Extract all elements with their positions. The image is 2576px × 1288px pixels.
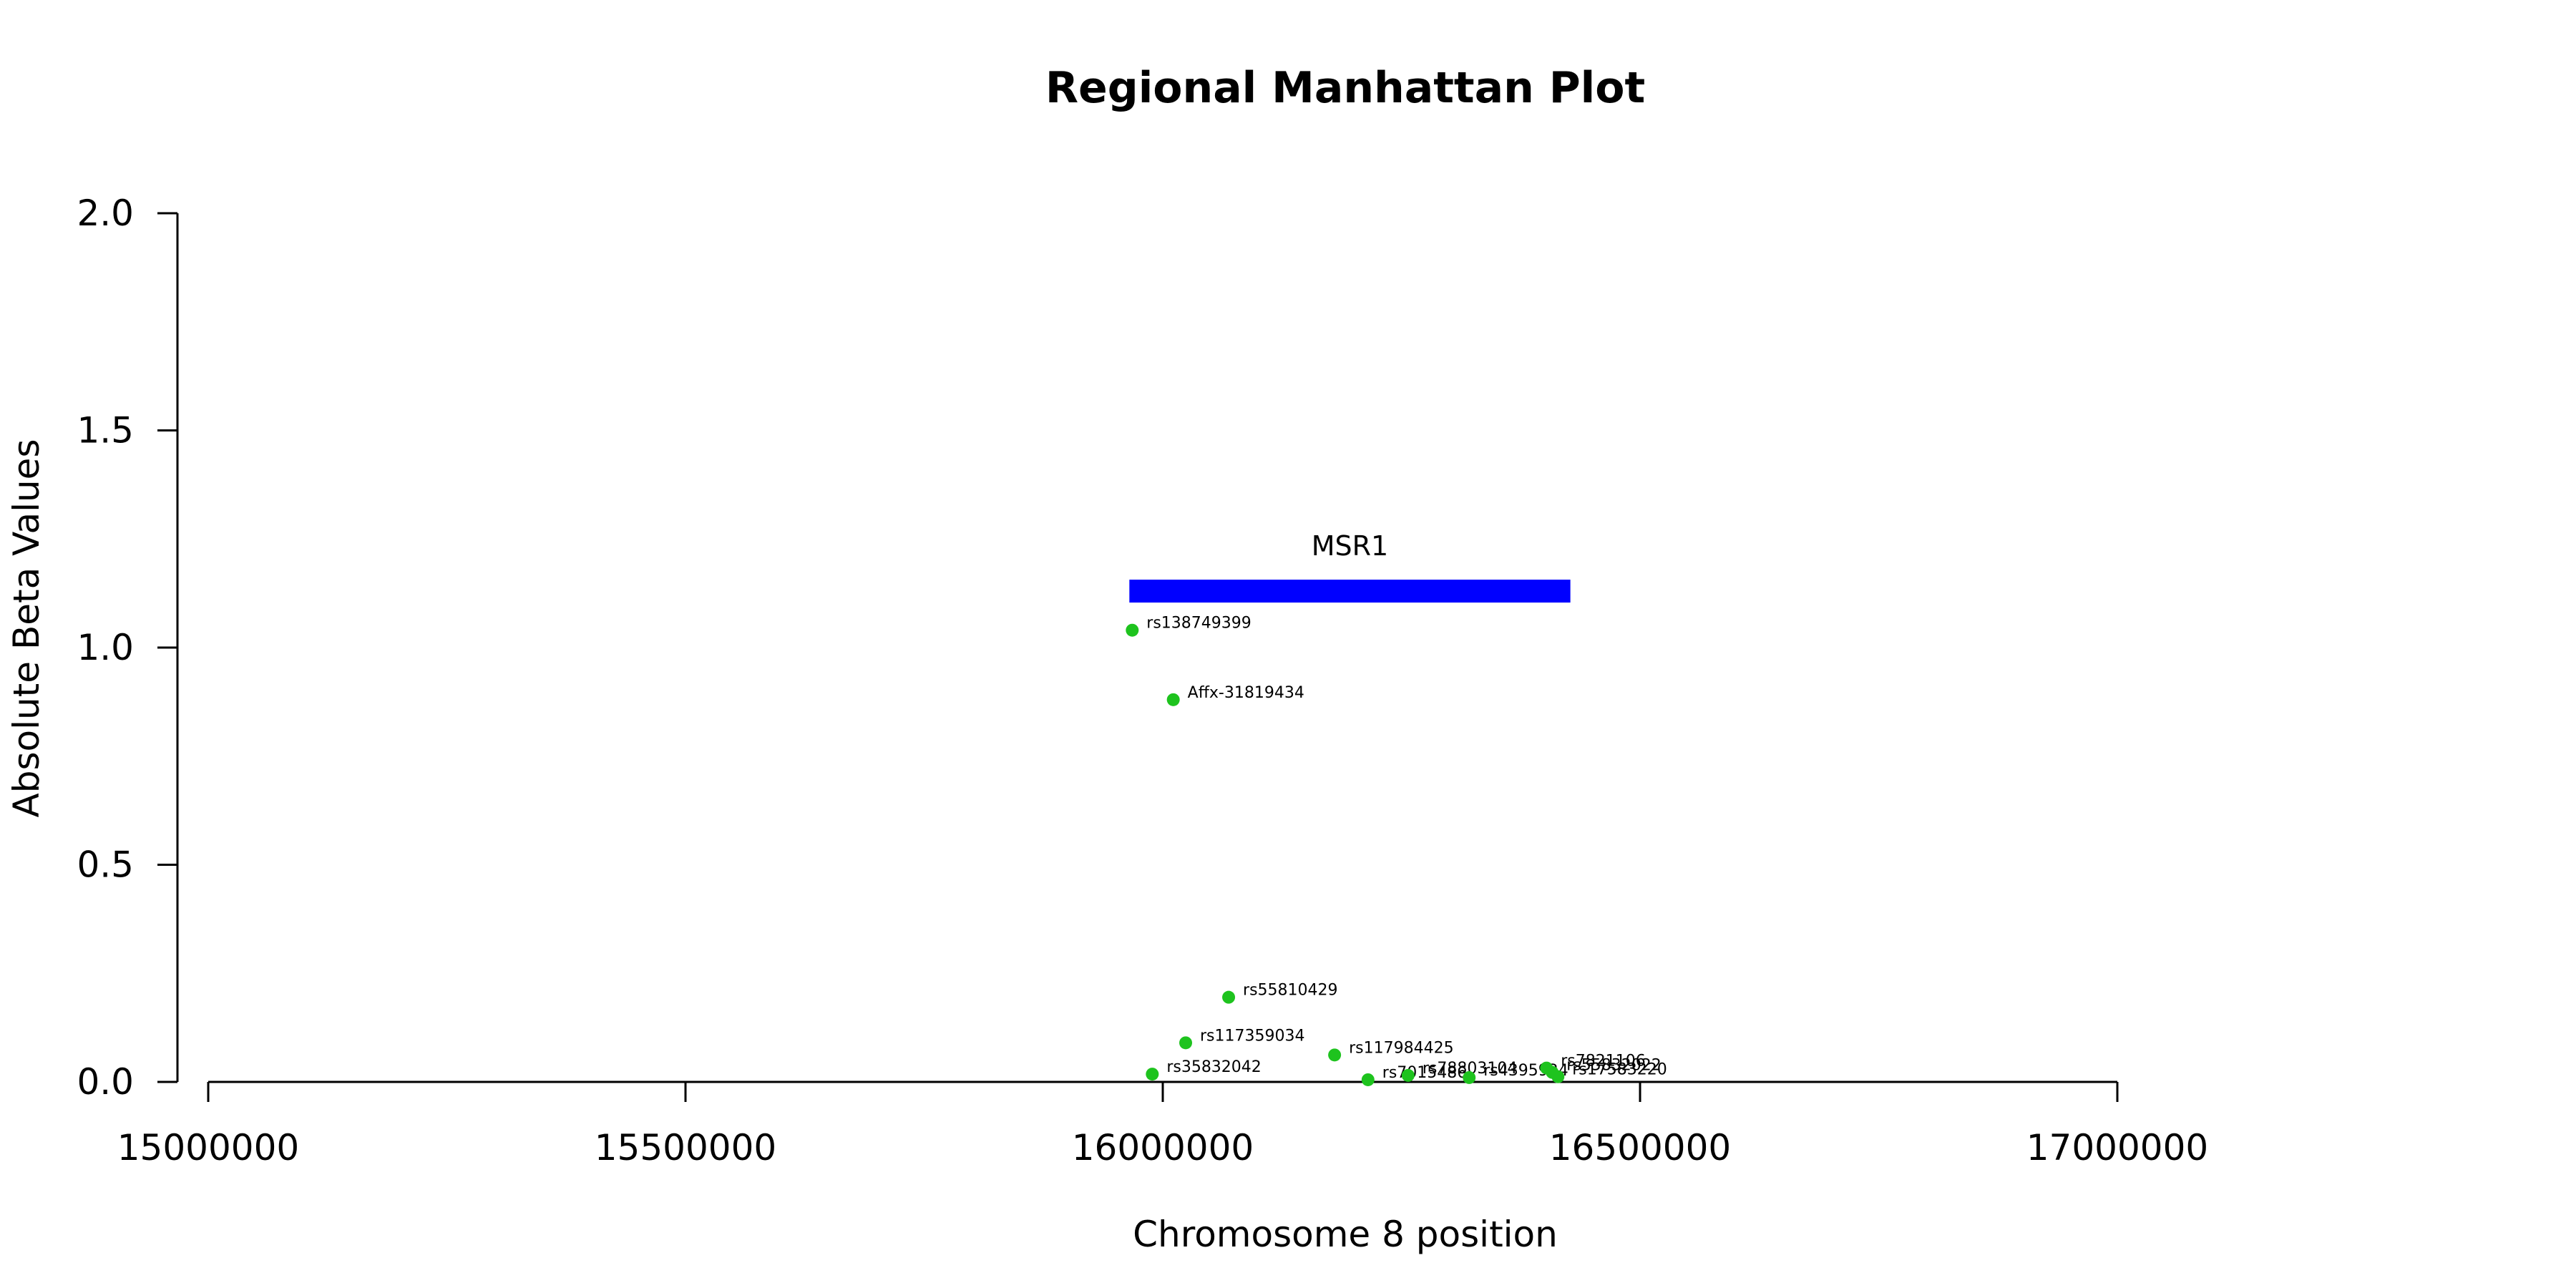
snp-point (1401, 1068, 1415, 1082)
snp-label: rs17583220 (1572, 1061, 1667, 1079)
snp-label: rs7821106 (1561, 1053, 1646, 1070)
snp-point (1551, 1070, 1565, 1083)
gene-label: MSR1 (1312, 530, 1389, 562)
snp-point (1179, 1036, 1193, 1050)
snp-point (1146, 1068, 1159, 1081)
snp-point (1126, 623, 1139, 637)
x-tick-label: 15500000 (595, 1127, 777, 1169)
snp-point (1166, 693, 1180, 706)
x-tick-label: 16000000 (1072, 1127, 1254, 1169)
y-axis-label: Absolute Beta Values (6, 439, 47, 818)
y-tick-label: 2.0 (77, 192, 134, 234)
snp-points: rs138749399 Affx-31819434 rs55810429 rs1173… (1126, 615, 1667, 1086)
snp-label: rs7015486 (1382, 1064, 1468, 1082)
y-tick-label: 1.5 (77, 410, 134, 452)
gene-track: MSR1 (1129, 530, 1571, 603)
snp-label: rs55832022 (1566, 1057, 1661, 1075)
y-tick-label: 1.0 (77, 627, 134, 668)
x-axis-label: Chromosome 8 position (1133, 1214, 1558, 1255)
y-axis: 0.0 0.5 1.0 1.5 2.0 (77, 192, 179, 1103)
x-tick-label: 16500000 (1549, 1127, 1732, 1169)
gene-bar (1129, 580, 1571, 603)
snp-point (1222, 990, 1236, 1004)
x-tick-label: 15000000 (117, 1127, 300, 1169)
snp-point (1361, 1073, 1375, 1086)
snp-label: rs138749399 (1146, 615, 1251, 633)
x-tick-label: 17000000 (2026, 1127, 2209, 1169)
snp-point (1328, 1048, 1342, 1062)
snp-label: rs117984425 (1349, 1039, 1453, 1057)
x-axis: 15000000 15500000 16000000 16500000 17000000 (117, 1080, 2209, 1169)
y-tick-label: 0.0 (77, 1061, 134, 1103)
chart-title: Regional Manhattan Plot (1045, 63, 1645, 113)
snp-label: Affx-31819434 (1188, 684, 1304, 702)
snp-point (1463, 1070, 1476, 1084)
snp-label: rs35832042 (1166, 1058, 1261, 1076)
snp-label: rs117359034 (1200, 1027, 1304, 1045)
y-tick-label: 0.5 (77, 844, 134, 886)
snp-label: rs55810429 (1243, 982, 1337, 1000)
